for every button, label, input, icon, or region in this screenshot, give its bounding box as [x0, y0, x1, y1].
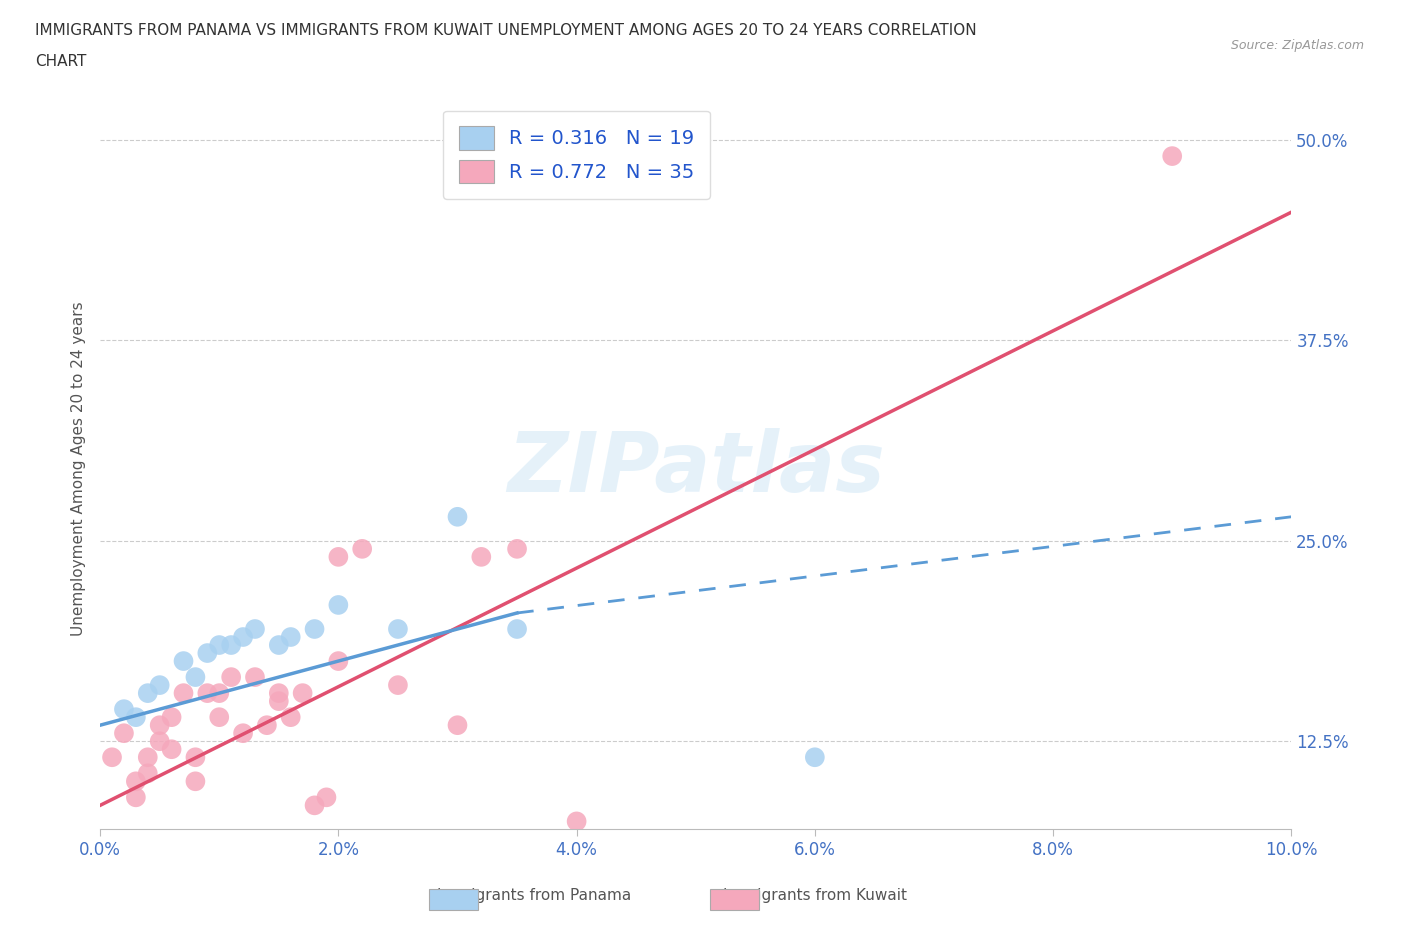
Point	[149, 718, 172, 733]
Point	[125, 774, 148, 789]
Point	[446, 510, 468, 525]
Point	[280, 630, 302, 644]
Point	[1161, 149, 1184, 164]
Point	[446, 718, 468, 733]
Point	[184, 670, 207, 684]
Point	[506, 621, 529, 636]
Point	[304, 798, 326, 813]
Point	[149, 678, 172, 693]
Point	[470, 550, 492, 565]
Point	[173, 654, 195, 669]
Point	[387, 621, 409, 636]
Point	[232, 630, 254, 644]
Point	[506, 541, 529, 556]
Text: ZIPatlas: ZIPatlas	[506, 428, 884, 510]
Text: CHART: CHART	[35, 54, 87, 69]
Point	[219, 638, 242, 653]
Point	[387, 678, 409, 693]
Point	[328, 597, 350, 612]
Text: Immigrants from Panama: Immigrants from Panama	[437, 888, 631, 903]
Text: Immigrants from Kuwait: Immigrants from Kuwait	[724, 888, 907, 903]
Point	[243, 621, 266, 636]
Point	[101, 750, 124, 764]
Point	[184, 750, 207, 764]
Point	[208, 710, 231, 724]
Point	[315, 790, 337, 804]
Point	[243, 670, 266, 684]
Point	[291, 685, 314, 700]
Point	[565, 814, 588, 829]
Point	[136, 765, 159, 780]
Text: IMMIGRANTS FROM PANAMA VS IMMIGRANTS FROM KUWAIT UNEMPLOYMENT AMONG AGES 20 TO 2: IMMIGRANTS FROM PANAMA VS IMMIGRANTS FRO…	[35, 23, 977, 38]
Point	[184, 774, 207, 789]
Point	[328, 550, 350, 565]
Point	[219, 670, 242, 684]
Point	[136, 750, 159, 764]
Point	[267, 638, 290, 653]
Text: Source: ZipAtlas.com: Source: ZipAtlas.com	[1230, 39, 1364, 52]
Point	[280, 710, 302, 724]
Point	[328, 654, 350, 669]
Point	[208, 685, 231, 700]
Point	[304, 621, 326, 636]
Point	[160, 710, 183, 724]
Point	[160, 742, 183, 757]
Point	[267, 694, 290, 709]
Point	[267, 685, 290, 700]
Legend: R = 0.316   N = 19, R = 0.772   N = 35: R = 0.316 N = 19, R = 0.772 N = 35	[443, 111, 710, 199]
Point	[195, 645, 218, 660]
Point	[173, 685, 195, 700]
Point	[804, 750, 827, 764]
Point	[195, 685, 218, 700]
Point	[352, 541, 374, 556]
Point	[149, 734, 172, 749]
Point	[232, 725, 254, 740]
Point	[112, 725, 135, 740]
Point	[125, 790, 148, 804]
Point	[136, 685, 159, 700]
Point	[208, 638, 231, 653]
Point	[112, 702, 135, 717]
Y-axis label: Unemployment Among Ages 20 to 24 years: Unemployment Among Ages 20 to 24 years	[72, 301, 86, 636]
Point	[256, 718, 278, 733]
Point	[125, 710, 148, 724]
